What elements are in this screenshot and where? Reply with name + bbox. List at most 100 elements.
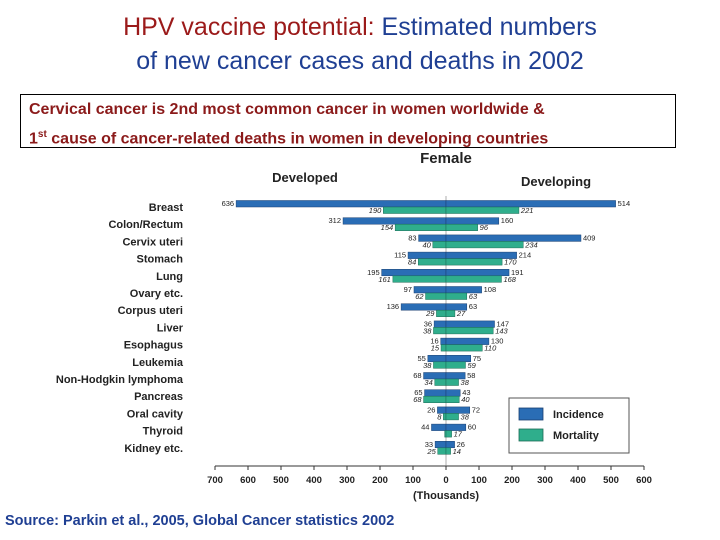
- label-developing-incidence: 160: [501, 216, 514, 225]
- label-developed-incidence: 33: [425, 440, 433, 449]
- label-developing-incidence: 147: [497, 319, 510, 328]
- callout-box: Cervical cancer is 2nd most common cance…: [20, 94, 676, 148]
- label-developed-incidence: 36: [424, 319, 432, 328]
- label-developed-incidence: 195: [367, 268, 380, 277]
- label-developed-incidence: 26: [427, 405, 435, 414]
- x-tick-label: 100: [405, 475, 421, 486]
- label-developed-mortality: 38: [423, 361, 432, 370]
- label-developed-mortality: 38: [423, 326, 432, 335]
- category-label: Liver: [157, 322, 184, 334]
- x-tick-label: 100: [471, 475, 487, 486]
- bar-developed-mortality: [436, 309, 447, 317]
- bar-developed-mortality: [392, 275, 447, 283]
- bar-developed-incidence: [342, 217, 447, 225]
- category-label: Corpus uteri: [118, 305, 183, 317]
- label-developed-incidence: 16: [430, 337, 438, 346]
- bar-developing-mortality: [445, 309, 456, 317]
- label-developed-incidence: 115: [394, 251, 406, 260]
- label-developing-mortality: 221: [520, 206, 534, 215]
- label-developed-mortality: 161: [378, 275, 391, 284]
- category-label: Cervix uteri: [122, 236, 183, 248]
- label-developed-mortality: 29: [425, 309, 435, 318]
- bar-developing-mortality: [445, 378, 459, 386]
- callout-num: 1: [29, 130, 38, 148]
- label-developing-mortality: 234: [524, 240, 538, 249]
- label-developing-mortality: 170: [504, 258, 517, 267]
- label-developing-incidence: 214: [519, 251, 532, 260]
- x-axis-label: (Thousands): [413, 490, 479, 502]
- title-rest: Estimated numbers: [381, 13, 597, 41]
- label-developed-incidence: 83: [408, 233, 416, 242]
- label-developed-incidence: 55: [418, 354, 426, 363]
- x-tick-label: 400: [306, 475, 322, 486]
- label-developed-mortality: 34: [424, 378, 432, 387]
- label-developed-mortality: 154: [381, 223, 394, 232]
- category-label: Kidney etc.: [124, 443, 183, 455]
- bar-developing-mortality: [445, 361, 466, 369]
- bar-developed-mortality: [423, 395, 447, 403]
- category-label: Esophagus: [124, 340, 183, 352]
- bar-developing-incidence: [445, 234, 582, 242]
- bar-developed-incidence: [400, 303, 447, 311]
- source-citation: Source: Parkin et al., 2005, Global Canc…: [5, 513, 395, 529]
- label-developing-mortality: 63: [469, 292, 478, 301]
- x-tick-label: 300: [339, 475, 355, 486]
- label-developing-mortality: 14: [453, 447, 461, 456]
- callout-line-1: Cervical cancer is 2nd most common cance…: [29, 101, 545, 118]
- x-tick-label: 0: [443, 475, 448, 486]
- bar-developing-incidence: [445, 320, 495, 328]
- bar-developing-incidence: [445, 423, 467, 431]
- label-developing-mortality: 38: [461, 378, 470, 387]
- bar-developing-incidence: [445, 389, 461, 397]
- label-developing-mortality: 40: [461, 395, 470, 404]
- label-developing-incidence: 191: [511, 268, 524, 277]
- bar-developing-mortality: [445, 206, 520, 214]
- label-developed-incidence: 136: [387, 302, 400, 311]
- label-developing-mortality: 96: [480, 223, 489, 232]
- bar-developed-mortality: [383, 206, 447, 214]
- label-developed-incidence: 65: [414, 388, 422, 397]
- x-tick-label: 600: [636, 475, 652, 486]
- label-developed-mortality: 190: [369, 206, 382, 215]
- bar-developing-mortality: [445, 258, 503, 266]
- bar-developing-incidence: [445, 337, 490, 345]
- bar-developed-mortality: [434, 378, 447, 386]
- category-label: Leukemia: [132, 357, 184, 369]
- label-developed-mortality: 15: [431, 344, 440, 353]
- label-developing-mortality: 143: [495, 326, 508, 335]
- label-developing-incidence: 75: [473, 354, 481, 363]
- category-label: Thyroid: [143, 426, 183, 438]
- category-label: Colon/Rectum: [108, 219, 183, 231]
- label-developing-incidence: 63: [469, 302, 477, 311]
- legend-label-incidence: Incidence: [553, 409, 604, 421]
- bar-developing-incidence: [445, 269, 510, 277]
- bar-developed-incidence: [440, 337, 447, 345]
- label-developed-mortality: 40: [422, 240, 431, 249]
- label-developed-mortality: 62: [415, 292, 424, 301]
- label-developing-mortality: 59: [467, 361, 476, 370]
- legend-label-mortality: Mortality: [553, 430, 600, 442]
- category-label: Ovary etc.: [130, 288, 183, 300]
- label-developed-incidence: 636: [222, 199, 235, 208]
- label-developing-mortality: 110: [484, 344, 497, 353]
- bar-developing-incidence: [445, 200, 616, 208]
- category-label: Lung: [156, 271, 183, 283]
- callout-sup: st: [37, 129, 47, 140]
- label-developing-incidence: 60: [468, 423, 476, 432]
- chart-title: Female: [420, 150, 472, 167]
- x-tick-label: 600: [240, 475, 256, 486]
- legend-swatch-incidence: [518, 407, 544, 421]
- bar-developed-mortality: [440, 344, 447, 352]
- bar-developing-mortality: [445, 430, 452, 438]
- category-label: Pancreas: [134, 391, 183, 403]
- label-developed-mortality: 8: [437, 412, 442, 421]
- slide-title: HPV vaccine potential: Estimated numbers…: [0, 10, 720, 78]
- bar-developed-incidence: [433, 320, 447, 328]
- left-header: Developed: [272, 170, 338, 185]
- label-developing-mortality: 27: [456, 309, 466, 318]
- callout-rest: cause of cancer-related deaths in women …: [51, 130, 549, 148]
- bar-developing-mortality: [445, 275, 502, 283]
- label-developing-mortality: 168: [503, 275, 516, 284]
- bar-developed-incidence: [431, 423, 447, 431]
- x-tick-label: 200: [372, 475, 388, 486]
